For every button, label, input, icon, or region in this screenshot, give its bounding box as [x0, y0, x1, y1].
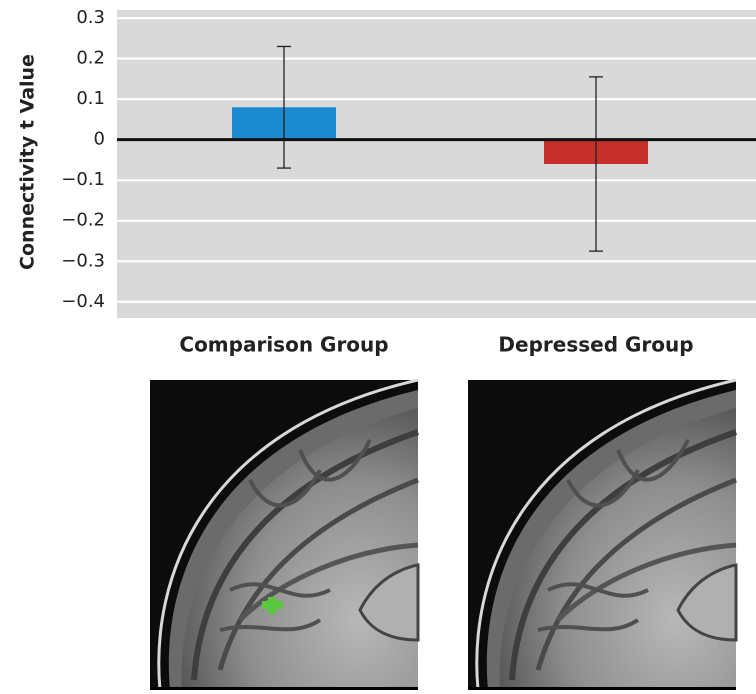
chart: Connectivity t Value 0.3 0.2 0.1 0 −0.1 −0.2 −… [0, 0, 756, 690]
plot-background [117, 10, 756, 318]
y-tick-label: 0.1 [76, 88, 105, 109]
y-tick-label: 0.2 [76, 48, 105, 69]
x-tick-label: Comparison Group [179, 333, 388, 357]
y-tick-label: −0.1 [61, 169, 105, 190]
y-tick-label: −0.4 [61, 291, 105, 312]
y-tick-label: −0.2 [61, 210, 105, 231]
x-tick-label: Depressed Group [498, 333, 693, 357]
y-tick-label: −0.3 [61, 250, 105, 271]
y-tick-label: 0.3 [76, 7, 105, 28]
y-tick-label: 0 [94, 129, 105, 150]
brain-image-depressed [468, 380, 736, 690]
y-axis-label: Connectivity t Value [17, 54, 39, 270]
brain-image-comparison [150, 380, 418, 690]
